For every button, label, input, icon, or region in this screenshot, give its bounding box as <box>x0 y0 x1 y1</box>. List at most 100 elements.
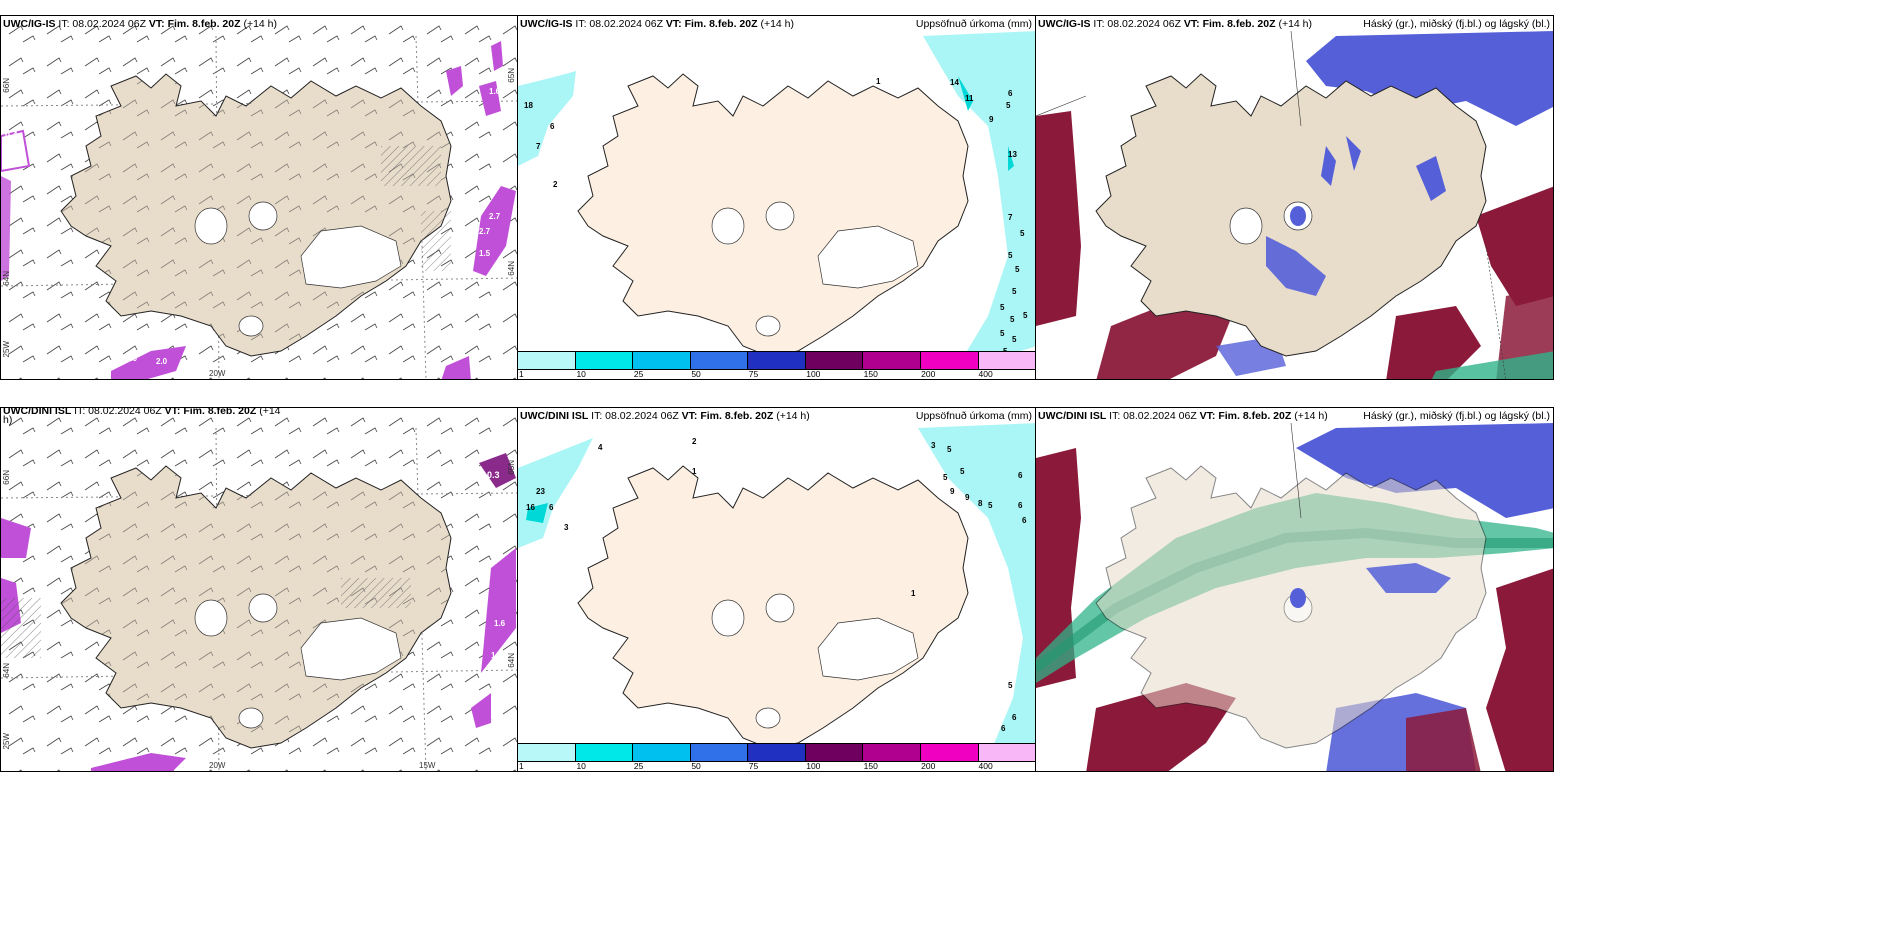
panel-wind-top: UWC/IG-IS IT: 08.02.2024 06Z VT: Fim. 8.… <box>0 15 518 380</box>
lon-label: 20W <box>209 761 226 770</box>
legend-swatch <box>748 744 806 761</box>
precip-value: 6 <box>1018 501 1023 510</box>
legend-label: 75 <box>748 761 759 771</box>
legend-label: 50 <box>691 761 701 771</box>
panel-title: Uppsöfnuð úrkoma (mm) <box>915 18 1032 30</box>
lat-label: 65N <box>507 68 516 83</box>
panel-header: UWC/DINI ISL IT: 08.02.2024 06Z VT: Fim.… <box>520 410 810 422</box>
cloud-map <box>1036 422 1553 771</box>
precip-value: 7 <box>1008 213 1013 222</box>
precip-value: 5 <box>1015 265 1020 274</box>
precip-value: 5 <box>960 467 965 476</box>
precip-value: 9 <box>965 493 970 502</box>
precip-value: 6 <box>1022 516 1027 525</box>
precip-value: 14 <box>950 78 959 87</box>
lon-label: 25W <box>2 733 11 750</box>
legend-swatch <box>863 352 921 369</box>
legend-swatch <box>805 744 864 761</box>
panel-wind-bottom: UWC/DINI ISL IT: 08.02.2024 06Z VT: Fim.… <box>0 407 518 772</box>
legend-swatch <box>920 352 979 369</box>
legend-label: 400 <box>978 761 993 771</box>
precip-map: 4 2 1 23 16 6 3 3 5 5 5 6 9 9 8 5 6 6 1 … <box>518 423 1035 758</box>
precip-legend: 1 10 25 50 75 100 150 200 400 <box>518 743 1035 771</box>
precip-value: 16 <box>526 503 535 512</box>
precip-value: 13 <box>1008 150 1017 159</box>
legend-swatch <box>690 744 749 761</box>
panel-clouds-top: UWC/IG-IS IT: 08.02.2024 06Z VT: Fim. 8.… <box>1035 15 1554 380</box>
wind-label: 0.3 <box>11 143 24 153</box>
panel-header: UWC/IG-IS IT: 08.02.2024 06Z VT: Fim. 8.… <box>520 18 795 30</box>
lat-label: 64N <box>2 271 11 286</box>
precip-value: 4 <box>598 443 603 452</box>
panel-header: UWC/IG-IS IT: 08.02.2024 06Z VT: Fim. 8.… <box>1038 18 1313 30</box>
precip-value: 5 <box>1010 315 1015 324</box>
wind-label: 1.5 <box>479 249 491 258</box>
panel-header-wrap: h) <box>3 414 13 426</box>
precip-value: 6 <box>1018 471 1023 480</box>
precip-legend: 1 10 25 50 75 100 150 200 400 <box>518 351 1035 379</box>
lat-label: 66N <box>2 470 11 485</box>
precip-value: 5 <box>943 473 948 482</box>
legend-label: 75 <box>748 369 759 379</box>
legend-label: 1 <box>519 761 524 771</box>
precip-value: 5 <box>1012 287 1017 296</box>
precip-value: 9 <box>989 115 994 124</box>
precip-value: 9 <box>950 487 955 496</box>
precip-value: 3 <box>931 441 936 450</box>
lat-label: 64N <box>2 663 11 678</box>
wind-label: 0.3 <box>487 470 500 480</box>
lon-label: 15W <box>419 761 436 770</box>
precip-value: 5 <box>1006 101 1011 110</box>
precip-value: 2 <box>553 180 558 189</box>
legend-label: 200 <box>921 761 936 771</box>
wind-label: 2.7 <box>489 212 501 221</box>
precip-value: 5 <box>1008 251 1013 260</box>
precip-value: 3 <box>564 523 569 532</box>
panel-clouds-bottom: UWC/DINI ISL IT: 08.02.2024 06Z VT: Fim.… <box>1035 407 1554 772</box>
precip-value: 5 <box>1020 229 1025 238</box>
panel-header: UWC/DINI ISL IT: 08.02.2024 06Z VT: Fim.… <box>1038 410 1328 422</box>
legend-label: 10 <box>576 761 586 771</box>
precip-value: 5 <box>988 501 993 510</box>
precip-value: 18 <box>524 101 533 110</box>
precip-value: 5 <box>1008 681 1013 690</box>
legend-swatch <box>920 744 979 761</box>
panel-title: Háský (gr.), miðský (fj.bl.) og lágský (… <box>1363 410 1550 422</box>
legend-swatch <box>748 352 806 369</box>
precip-value: 6 <box>1001 724 1006 733</box>
precip-map: 18 6 7 2 1 14 11 6 5 9 13 7 5 5 5 5 5 5 … <box>518 31 1035 366</box>
lat-label: 65N <box>507 460 516 475</box>
wind-label: 2.0 <box>156 357 168 366</box>
panel-precip-bottom: UWC/DINI ISL IT: 08.02.2024 06Z VT: Fim.… <box>517 407 1036 772</box>
legend-swatch <box>518 744 576 761</box>
precip-value: 5 <box>947 445 952 454</box>
legend-swatch <box>518 352 576 369</box>
wind-label: 2.7 <box>479 227 491 236</box>
wind-map: 0.4 0.3 1.6 2.7 2.7 1.5 0.9 2.0 <box>1 16 517 379</box>
legend-label: 200 <box>921 369 936 379</box>
legend-swatch <box>575 352 634 369</box>
lat-label: 64N <box>507 261 516 276</box>
precip-value: 1 <box>911 589 916 598</box>
legend-label: 25 <box>633 369 644 379</box>
precip-value: 6 <box>1008 89 1013 98</box>
wind-label: 1.6 <box>489 87 501 96</box>
wind-label: 0.9 <box>126 354 138 363</box>
legend-swatch <box>633 744 691 761</box>
legend-label: 25 <box>633 761 644 771</box>
precip-value: 5 <box>1023 311 1028 320</box>
legend-label: 100 <box>806 369 821 379</box>
legend-label: 50 <box>691 369 701 379</box>
wind-label: 1.6 <box>494 619 506 628</box>
precip-value: 5 <box>1012 335 1017 344</box>
panel-header: UWC/DINI ISL IT: 08.02.2024 06Z VT: Fim.… <box>3 407 281 417</box>
precip-value: 6 <box>550 122 555 131</box>
precip-value: 1 <box>876 77 881 86</box>
lon-label: 20W <box>209 369 226 378</box>
precip-value: 2 <box>692 437 697 446</box>
legend-swatch <box>978 352 1035 369</box>
legend-label: 100 <box>806 761 821 771</box>
legend-swatch <box>805 352 864 369</box>
precip-value: 1 <box>692 467 697 476</box>
legend-swatch <box>690 352 749 369</box>
